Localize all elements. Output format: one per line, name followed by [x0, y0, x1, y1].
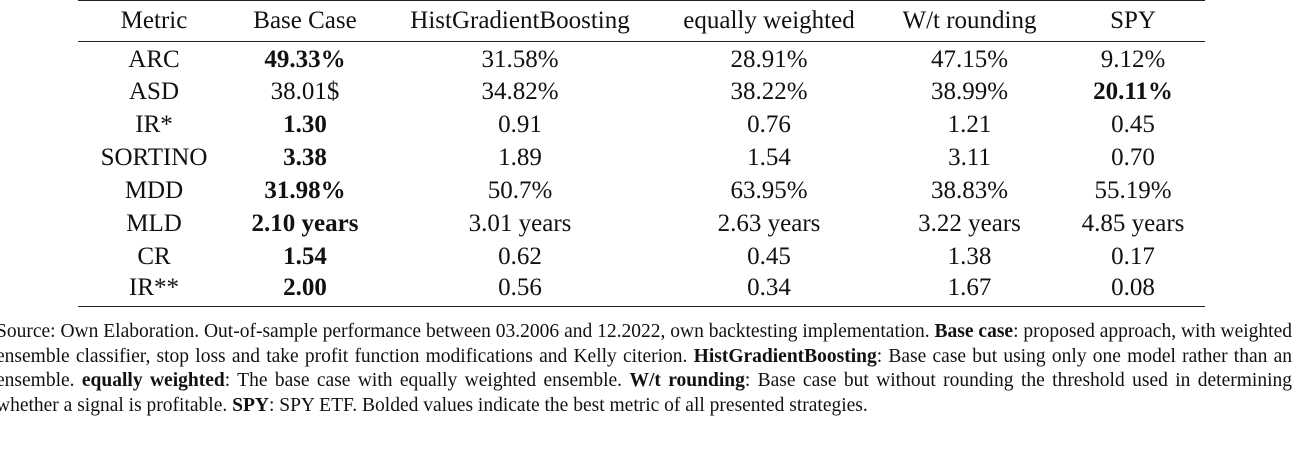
metric-value-cell: 1.30: [283, 110, 327, 138]
table-caption: Source: Own Elaboration. Out-of-sample p…: [0, 320, 1292, 418]
metric-name-cell: ASD: [128, 77, 179, 105]
header-histgradientboosting: HistGradientBoosting: [380, 0, 660, 42]
caption-text-spy: : SPY ETF. Bolded values indicate the be…: [268, 394, 868, 416]
metric-value-cell: 0.62: [498, 242, 542, 270]
metric-value-cell: 0.08: [1061, 273, 1205, 307]
performance-metrics-table: Metric Base Case HistGradientBoosting eq…: [78, 0, 1205, 307]
caption-term-equally-weighted: equally weighted: [81, 370, 225, 391]
metric-value-cell: 28.91%: [730, 46, 808, 73]
metric-value-cell: 3.01 years: [468, 209, 572, 237]
metric-value-cell: 31.98%: [264, 176, 346, 204]
metric-value-cell: 0.56: [380, 273, 660, 307]
table-row: SORTINO 3.38 1.89 1.54 3.11 0.70: [78, 141, 1205, 174]
metric-name-cell: CR: [137, 242, 171, 270]
metric-value-cell: 38.01$: [270, 77, 340, 105]
metric-value-cell: 0.45: [1111, 110, 1155, 138]
caption-text-base-case: : proposed approach, with weighted ensem…: [0, 321, 1292, 367]
metric-value-cell: 38.99%: [930, 77, 1009, 105]
table-row: IR** 2.00 0.56 0.34 1.67 0.08: [78, 273, 1205, 307]
metric-value-cell: 34.82%: [481, 77, 559, 105]
metric-value-cell: 2.10 years: [251, 209, 359, 237]
table-row: MDD 31.98% 50.7% 63.95% 38.83% 55.19%: [78, 174, 1205, 207]
metric-value-cell: 55.19%: [1094, 176, 1172, 204]
caption-term-histgradientboosting: HistGradientBoosting: [693, 345, 877, 367]
table-row: CR 1.54 0.62 0.45 1.38 0.17: [78, 240, 1205, 273]
metric-value-cell: 3.22 years: [918, 209, 1021, 237]
metric-value-cell: 0.45: [747, 242, 791, 270]
metric-value-cell: 49.33%: [264, 46, 346, 73]
metric-value-cell: 0.76: [747, 110, 791, 138]
table-row: ARC 49.33% 31.58% 28.91% 47.15% 9.12%: [78, 42, 1205, 76]
caption-text-equally-weighted: : The base case with equally weighted en…: [224, 370, 630, 391]
header-wt-rounding: W/t rounding: [878, 0, 1061, 42]
metric-value-cell: 1.67: [878, 273, 1061, 307]
metric-value-cell: 0.91: [498, 110, 542, 138]
header-spy: SPY: [1061, 0, 1205, 42]
table-row: MLD 2.10 years 3.01 years 2.63 years 3.22 ye…: [78, 207, 1205, 240]
caption-intro: Source: Own Elaboration. Out-of-sample p…: [0, 321, 935, 342]
caption-text-histgradientboosting: : Base case but using only one model rat…: [0, 345, 1292, 392]
table-header-row: Metric Base Case HistGradientBoosting eq…: [78, 0, 1205, 42]
header-metric: Metric: [78, 0, 230, 42]
metric-name-cell: ARC: [128, 46, 180, 73]
caption-term-wt-rounding: W/t rounding: [629, 370, 745, 391]
metric-value-cell: 1.21: [947, 110, 992, 138]
metric-value-cell: 3.38: [283, 143, 327, 171]
metric-value-cell: 0.34: [660, 273, 878, 307]
metric-value-cell: 2.00: [230, 273, 380, 307]
caption-text-wt-rounding: : Base case but without rounding the thr…: [0, 370, 1293, 416]
metric-name-cell: SORTINO: [100, 143, 208, 171]
header-base-case: Base Case: [230, 0, 380, 42]
metric-value-cell: 38.22%: [730, 77, 808, 105]
metric-value-cell: 31.58%: [481, 46, 559, 73]
metric-value-cell: 3.11: [948, 143, 991, 171]
metric-value-cell: 4.85 years: [1081, 209, 1185, 237]
metric-value-cell: 20.11%: [1093, 77, 1173, 105]
header-equally-weighted: equally weighted: [660, 0, 878, 42]
metric-name-cell: MLD: [126, 209, 182, 237]
metric-value-cell: 1.54: [747, 143, 791, 171]
metric-name-cell: IR**: [78, 273, 230, 307]
metric-value-cell: 1.38: [947, 242, 992, 270]
table-row: IR* 1.30 0.91 0.76 1.21 0.45: [78, 108, 1205, 141]
metric-value-cell: 2.63 years: [717, 209, 821, 237]
metric-value-cell: 63.95%: [730, 176, 808, 204]
metric-value-cell: 9.12%: [1100, 46, 1166, 73]
metric-value-cell: 50.7%: [487, 176, 553, 204]
metric-value-cell: 0.17: [1111, 242, 1155, 270]
results-table-container: Metric Base Case HistGradientBoosting eq…: [78, 0, 1205, 307]
metric-value-cell: 1.54: [283, 242, 327, 270]
metric-value-cell: 1.89: [498, 143, 542, 171]
caption-term-spy: SPY: [232, 394, 269, 416]
metric-value-cell: 38.83%: [930, 176, 1009, 204]
metric-name-cell: MDD: [124, 176, 184, 204]
metric-value-cell: 0.70: [1111, 143, 1155, 171]
table-row: ASD 38.01$ 34.82% 38.22% 38.99% 20.11%: [78, 75, 1205, 108]
metric-name-cell: IR*: [135, 110, 173, 138]
metric-value-cell: 47.15%: [930, 46, 1009, 73]
caption-term-base-case: Base case: [934, 321, 1014, 342]
table-body: ARC 49.33% 31.58% 28.91% 47.15% 9.12% ASD 38.01…: [78, 42, 1205, 307]
